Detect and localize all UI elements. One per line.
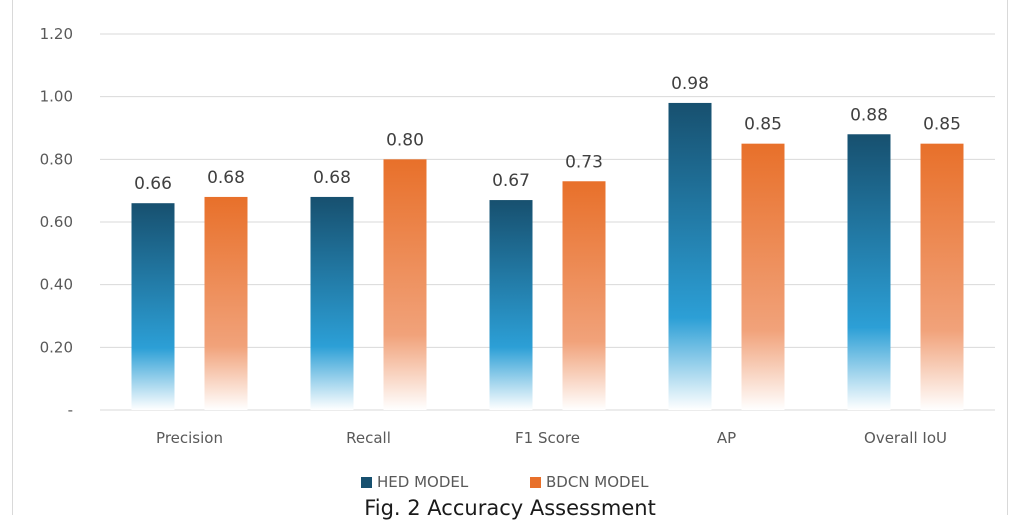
bar-bdcn-model-precision — [204, 196, 248, 410]
y-tick-label: 0.60 — [40, 213, 73, 231]
gridlines — [100, 33, 995, 411]
bar-hed-model-precision — [131, 203, 175, 410]
y-tick-label: - — [68, 401, 73, 419]
legend-swatch — [361, 477, 372, 488]
legend-label: HED MODEL — [377, 473, 469, 491]
bar-bdcn-model-recall — [383, 159, 427, 410]
data-label: 0.85 — [744, 115, 782, 135]
y-axis-ticks: - 0.20 0.40 0.60 0.80 1.00 1.20 — [40, 25, 73, 419]
data-label: 0.68 — [207, 168, 245, 188]
y-tick-label: 1.00 — [40, 88, 73, 106]
x-axis-categories: Precision Recall F1 Score AP Overall IoU — [156, 429, 947, 447]
figure-caption: Fig. 2 Accuracy Assessment — [364, 496, 656, 520]
x-category-label: Precision — [156, 429, 223, 447]
chart-frame — [12, 0, 1008, 515]
data-labels: 0.66 0.68 0.68 0.80 0.67 0.73 0.98 0.85 0.88 0.85 — [134, 74, 961, 194]
data-label: 0.80 — [386, 130, 424, 150]
legend-label: BDCN MODEL — [546, 473, 649, 491]
bar-hed-model-f1-score — [489, 200, 533, 410]
x-category-label: AP — [717, 429, 736, 447]
legend: HED MODEL BDCN MODEL — [361, 473, 649, 491]
bar-bdcn-model-ap — [741, 143, 785, 410]
y-tick-label: 0.20 — [40, 338, 73, 356]
bars — [131, 102, 964, 410]
x-category-label: Recall — [346, 429, 391, 447]
data-label: 0.68 — [313, 168, 351, 188]
data-label: 0.98 — [671, 74, 709, 94]
data-label: 0.85 — [923, 115, 961, 135]
x-category-label: F1 Score — [515, 429, 580, 447]
data-label: 0.66 — [134, 174, 172, 194]
y-tick-label: 0.80 — [40, 150, 73, 168]
bar-bdcn-model-overall-iou — [920, 143, 964, 410]
y-tick-label: 0.40 — [40, 276, 73, 294]
bar-hed-model-recall — [310, 196, 354, 410]
y-tick-label: 1.20 — [40, 25, 73, 43]
legend-swatch — [530, 477, 541, 488]
data-label: 0.88 — [850, 105, 888, 125]
x-category-label: Overall IoU — [864, 429, 947, 447]
bar-bdcn-model-f1-score — [562, 181, 606, 410]
data-label: 0.67 — [492, 171, 530, 191]
bar-hed-model-ap — [668, 102, 712, 410]
data-label: 0.73 — [565, 152, 603, 172]
bar-hed-model-overall-iou — [847, 134, 891, 410]
